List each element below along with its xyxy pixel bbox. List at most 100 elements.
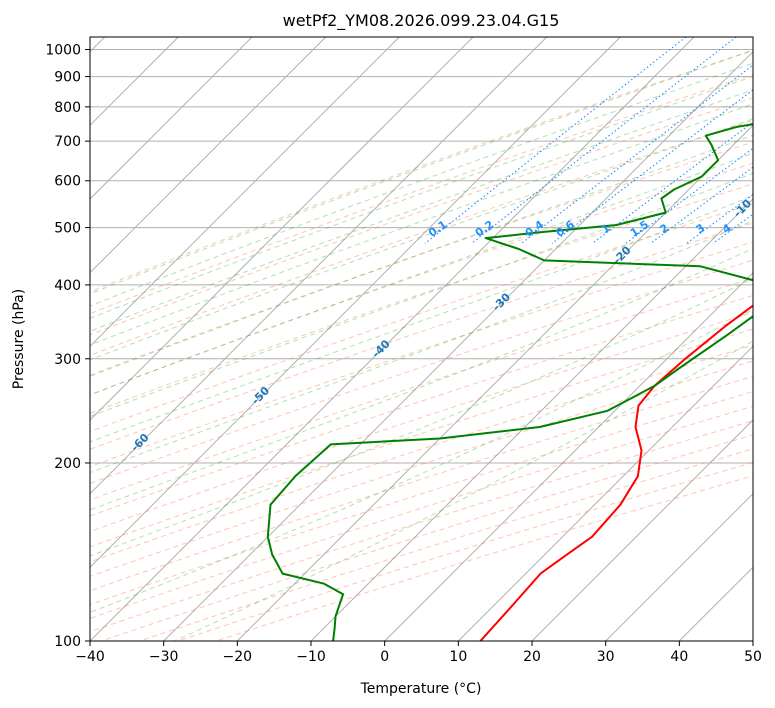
isotherm-line	[457, 345, 753, 641]
dewpoint-point	[271, 553, 274, 556]
y-tick-label: 500	[54, 221, 81, 237]
temperature-point	[640, 449, 643, 452]
y-axis-label: Pressure (hPa)	[11, 289, 27, 389]
moist-adiabat-line	[90, 118, 753, 361]
y-tick-label: 300	[54, 352, 81, 368]
mixing-ratio-line	[751, 241, 753, 244]
x-axis-label: Temperature (°C)	[360, 681, 482, 697]
y-tick-label: 900	[54, 70, 81, 86]
dewpoint-point	[294, 475, 297, 477]
isotherm-line	[90, 37, 548, 495]
isotherm-line	[531, 419, 753, 641]
mixing-ratio-line	[424, 37, 687, 244]
x-tick-label: 50	[744, 649, 762, 665]
y-tick-label: 100	[54, 634, 81, 650]
isotherm-line	[90, 37, 400, 348]
moist-adiabat-line	[90, 134, 753, 377]
dry-adiabat-line	[215, 475, 753, 641]
x-tick-label: −20	[223, 649, 253, 665]
x-tick-label: −30	[149, 649, 179, 665]
dewpoint-point	[342, 593, 344, 595]
dewpoint-point	[323, 582, 325, 585]
dewpoint-point	[333, 627, 336, 630]
dewpoint-point	[484, 237, 487, 239]
temperature-point	[637, 475, 639, 477]
isotherm-label: -40	[369, 337, 392, 360]
dry-adiabat-line	[90, 360, 753, 577]
moist-adiabat-line	[90, 89, 753, 332]
dewpoint-point	[768, 304, 770, 306]
dry-adiabat-line	[90, 141, 753, 376]
y-tick-label: 700	[54, 134, 81, 150]
moist-adiabat-line	[90, 220, 753, 474]
dry-adiabat-line	[90, 294, 753, 517]
isotherm-line	[384, 271, 753, 641]
chart-title: wetPf2_YM08.2026.099.23.04.G15	[283, 11, 560, 31]
dry-adiabat-line	[90, 391, 753, 606]
isotherm-line	[90, 37, 327, 274]
dewpoint-point	[281, 572, 284, 575]
x-tick-label: 20	[523, 649, 541, 665]
moist-adiabat-line	[90, 62, 753, 307]
plot-labels: 0.10.20.40.611.52346810131620253036-100-…	[128, 197, 773, 455]
moist-adiabat-line	[90, 195, 753, 443]
dry-adiabat-line	[90, 97, 753, 336]
moist-adiabat-line	[90, 247, 753, 511]
mixing-ratio-label: 1	[599, 221, 613, 236]
mixing-ratio-line	[471, 37, 737, 244]
dewpoint-point	[660, 197, 663, 200]
dewpoint-point	[673, 188, 675, 191]
dewpoint-point	[518, 248, 520, 250]
dewpoint-point	[717, 159, 719, 161]
isotherm-label: -50	[249, 384, 272, 407]
y-tick-label: 600	[54, 174, 81, 190]
mixing-ratio-label: 0.6	[554, 218, 578, 240]
moist-adiabat-line	[90, 75, 753, 319]
mixing-ratio-line	[520, 64, 753, 244]
y-tick-label: 400	[54, 278, 81, 294]
dewpoint-trace	[266, 123, 753, 641]
temperature-point	[566, 553, 568, 556]
isotherm-line	[678, 566, 753, 641]
y-axis: 100 200 300 400 500 600 700 800 900 1000	[45, 43, 90, 650]
isotherm-line	[605, 492, 753, 641]
y-tick-label: 800	[54, 100, 81, 116]
dewpoint-point	[705, 134, 707, 137]
dry-adiabat-line	[90, 119, 753, 356]
isotherm-label: -30	[490, 290, 513, 313]
moist-adiabat-line	[90, 152, 753, 396]
moist-adiabat-line	[90, 103, 753, 346]
dewpoint-point	[701, 175, 703, 178]
isotherm-line	[90, 37, 253, 200]
x-tick-label: −10	[296, 649, 326, 665]
temperature-trace	[479, 304, 753, 641]
isotherm-line	[90, 37, 474, 421]
isotherm-line	[163, 50, 753, 641]
dry-adiabat-line	[90, 311, 753, 533]
dry-adiabat-line	[177, 461, 753, 641]
isotherm-line	[90, 37, 621, 569]
dewpoint-point	[439, 437, 441, 440]
dry-adiabat-line	[101, 434, 753, 641]
moist-adiabat-line	[90, 309, 753, 613]
y-tick-label: 200	[54, 456, 81, 472]
dewpoint-point	[758, 281, 760, 283]
dewpoint-point	[606, 410, 609, 412]
dewpoint-point	[679, 366, 682, 369]
temperature-point	[634, 426, 637, 428]
dewpoint-point	[543, 259, 545, 262]
temperature-point	[684, 358, 687, 360]
mixing-ratio-label: 6	[759, 221, 773, 236]
dry-adiabat-line	[90, 259, 753, 485]
dewpoint-point	[267, 536, 269, 538]
dewpoint-point	[538, 426, 541, 428]
x-tick-label: 0	[380, 649, 389, 665]
temperature-point	[637, 404, 640, 407]
moist-adiabat-line	[90, 172, 753, 418]
plot-series	[266, 123, 770, 641]
temperature-point	[724, 325, 726, 328]
mixing-ratio-line	[650, 166, 753, 244]
temperature-point	[591, 536, 593, 538]
dry-adiabat-line	[90, 222, 753, 450]
